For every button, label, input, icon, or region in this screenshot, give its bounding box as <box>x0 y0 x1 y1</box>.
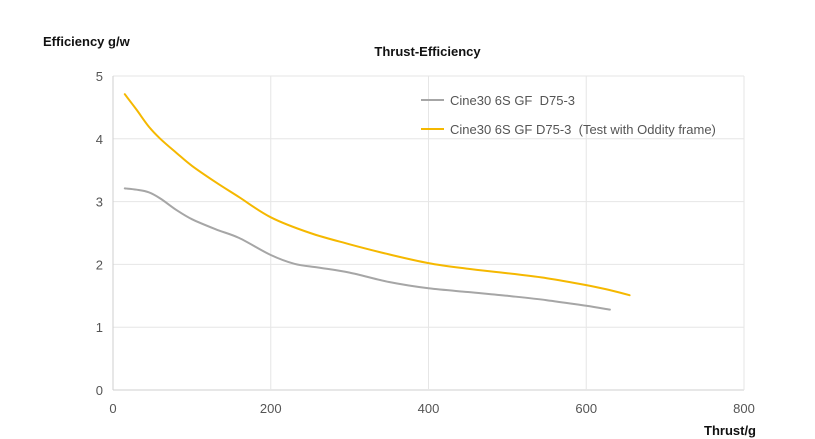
x-tick-label: 600 <box>575 401 597 416</box>
series-line-2 <box>123 93 631 297</box>
series-line-1 <box>123 187 611 311</box>
y-axis-label: Efficiency g/w <box>43 34 130 49</box>
y-tick-labels: 0 1 2 3 4 5 <box>96 69 103 398</box>
x-tick-labels: 0 200 400 600 800 <box>109 401 754 416</box>
chart-title: Thrust-Efficiency <box>374 44 481 59</box>
grid-lines <box>112 75 745 391</box>
y-tick-label: 0 <box>96 383 103 398</box>
legend: Cine30 6S GF D75-3 Cine30 6S GF D75-3 (Te… <box>421 93 716 137</box>
x-tick-label: 0 <box>109 401 116 416</box>
x-axis-label: Thrust/g <box>704 423 756 438</box>
series-lines <box>123 93 631 311</box>
x-tick-label: 200 <box>260 401 282 416</box>
y-tick-label: 5 <box>96 69 103 84</box>
legend-entry-1: Cine30 6S GF D75-3 <box>450 93 575 108</box>
y-tick-label: 1 <box>96 320 103 335</box>
x-tick-label: 800 <box>733 401 755 416</box>
legend-entry-2: Cine30 6S GF D75-3 (Test with Oddity fra… <box>450 122 716 137</box>
x-tick-label: 400 <box>418 401 440 416</box>
y-tick-label: 2 <box>96 257 103 272</box>
y-tick-label: 4 <box>96 132 103 147</box>
y-tick-label: 3 <box>96 195 103 210</box>
